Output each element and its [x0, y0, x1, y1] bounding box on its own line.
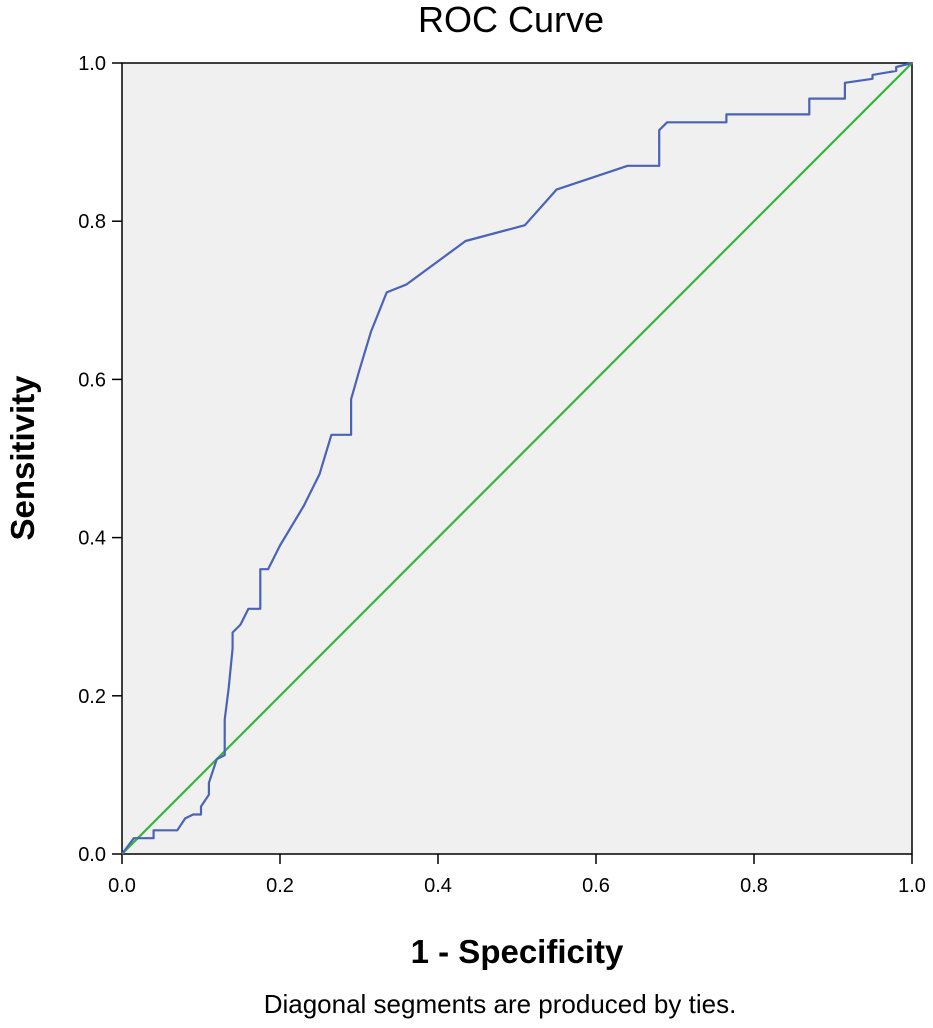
series-line-1 — [121, 62, 913, 855]
chart-title: ROC Curve — [418, 0, 604, 40]
y-axis-label: Sensitivity — [4, 375, 41, 541]
x-tick-label-3: 0.6 — [582, 875, 610, 897]
y-tick-label-0: 0.0 — [78, 844, 106, 866]
footnote: Diagonal segments are produced by ties. — [264, 989, 737, 1019]
y-tick-label-5: 1.0 — [78, 53, 106, 75]
series-line-0 — [121, 61, 913, 855]
y-tick-label-4: 0.8 — [78, 211, 106, 233]
series-group — [121, 61, 913, 855]
y-tick-label-2: 0.4 — [78, 528, 106, 550]
x-tick-label-4: 0.8 — [740, 875, 768, 897]
x-axis-label: 1 - Specificity — [411, 933, 624, 970]
x-tick-label-2: 0.4 — [424, 875, 452, 897]
y-tick-label-1: 0.2 — [78, 686, 106, 708]
x-tick-label-1: 0.2 — [266, 875, 294, 897]
x-tick-label-0: 0.0 — [108, 875, 136, 897]
y-tick-label-3: 0.6 — [78, 369, 106, 391]
x-axis: 0.0 0.2 0.4 0.6 0.8 1.0 — [108, 854, 926, 897]
x-tick-label-5: 1.0 — [898, 875, 926, 897]
y-axis: 0.0 0.2 0.4 0.6 0.8 1.0 — [78, 53, 122, 866]
